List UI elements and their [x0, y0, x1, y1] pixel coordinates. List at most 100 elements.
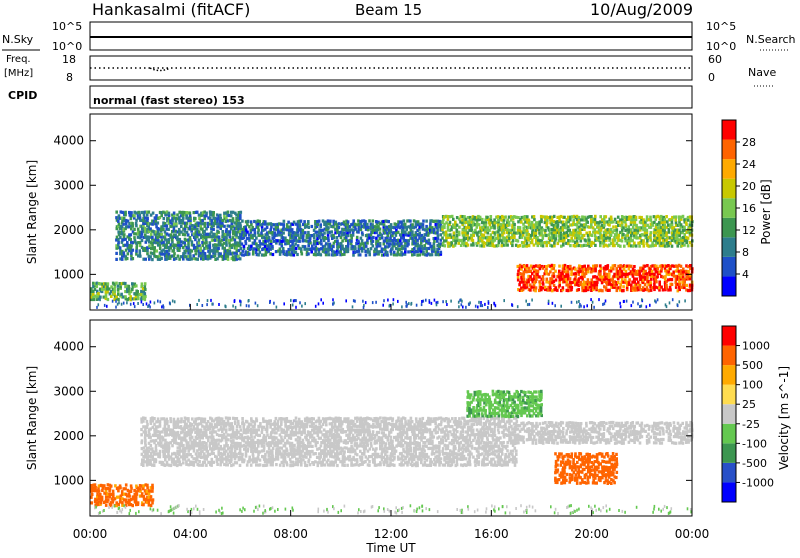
scatter-cell: [237, 420, 240, 423]
noise-cell: [255, 302, 257, 305]
colorbar-tick-label: 4: [742, 268, 749, 281]
scatter-cell: [667, 264, 670, 267]
scatter-cell: [586, 221, 589, 224]
scatter-cell: [155, 217, 158, 220]
scatter-cell: [94, 288, 97, 291]
noise-cell: [446, 303, 448, 306]
scatter-cell: [135, 495, 138, 498]
noise-cell: [425, 299, 427, 302]
scatter-cell: [637, 236, 640, 239]
scatter-cell: [189, 447, 192, 450]
scatter-cell: [553, 275, 556, 278]
scatter-cell: [151, 447, 154, 450]
scatter-cell: [601, 289, 604, 292]
scatter-cell: [591, 234, 594, 237]
scatter-cell: [504, 215, 507, 218]
scatter-cell: [535, 286, 538, 289]
scatter-cell: [506, 244, 509, 247]
scatter-cell: [257, 229, 260, 232]
scatter-cell: [240, 211, 243, 214]
scatter-cell: [180, 225, 183, 228]
scatter-cell: [513, 226, 516, 229]
scatter-cell: [588, 239, 591, 242]
noise-cell: [421, 300, 423, 303]
noise-cell: [202, 304, 204, 307]
scatter-cell: [336, 236, 339, 239]
scatter-cell: [298, 240, 301, 243]
scatter-cell: [144, 258, 147, 261]
scatter-cell: [359, 253, 362, 256]
scatter-cell: [364, 250, 367, 253]
scatter-cell: [660, 286, 663, 289]
scatter-cell: [181, 214, 184, 217]
scatter-cell: [323, 239, 326, 242]
scatter-cell: [619, 245, 622, 248]
scatter-cell: [441, 237, 444, 240]
noise-cell: [383, 299, 385, 302]
scatter-cell: [470, 218, 473, 221]
scatter-cell: [244, 436, 247, 439]
scatter-cell: [655, 280, 658, 283]
scatter-cell: [255, 450, 258, 453]
noise-cell: [423, 300, 425, 303]
scatter-cell: [264, 220, 267, 223]
noise-cell: [332, 302, 334, 305]
scatter-cell: [404, 244, 407, 247]
scatter-cell: [391, 247, 394, 250]
noise-cell: [637, 302, 639, 305]
scatter-cell: [275, 250, 278, 253]
scatter-cell: [246, 464, 249, 467]
scatter-cell: [361, 231, 364, 234]
scatter-cell: [551, 244, 554, 247]
y-tick-label: 3000: [53, 178, 84, 192]
scatter-cell: [490, 226, 493, 229]
scatter-cell: [146, 420, 149, 423]
scatter-cell: [646, 219, 649, 222]
cpid-panel: CPID normal (fast stereo) 153: [8, 86, 692, 108]
scatter-cell: [429, 223, 432, 226]
scatter-cell: [617, 281, 620, 284]
scatter-cell: [228, 417, 231, 420]
scatter-cell: [400, 242, 403, 245]
noise-cell: [431, 302, 433, 305]
scatter-cell: [558, 284, 561, 287]
scatter-cell: [136, 290, 139, 293]
scatter-cell: [153, 464, 156, 467]
noise-cell: [579, 305, 581, 308]
scatter-cell: [250, 220, 253, 223]
noise-cell: [458, 301, 460, 304]
scatter-cell: [227, 438, 230, 441]
scatter-cell: [526, 229, 529, 232]
scatter-cell: [456, 229, 459, 232]
scatter-cell: [490, 215, 493, 218]
scatter-cell: [151, 258, 154, 261]
scatter-cell: [252, 453, 255, 456]
scatter-cell: [449, 221, 452, 224]
scatter-cell: [545, 265, 548, 268]
scatter-cell: [594, 244, 597, 247]
noise-cell: [320, 298, 322, 301]
noise-cell: [480, 304, 482, 307]
scatter-cell: [140, 235, 143, 238]
scatter-cell: [585, 244, 588, 247]
noise-cell: [623, 300, 625, 303]
scatter-cell: [255, 417, 258, 420]
scatter-cell: [198, 241, 201, 244]
noise-cell: [99, 298, 101, 301]
scatter-cell: [617, 216, 620, 219]
scatter-cell: [403, 219, 406, 222]
scatter-cell: [497, 244, 500, 247]
scatter-cell: [143, 214, 146, 217]
scatter-cell: [350, 240, 353, 243]
scatter-cell: [236, 417, 239, 420]
noise-cell: [146, 302, 148, 305]
scatter-cell: [689, 264, 692, 267]
scatter-cell: [407, 243, 410, 246]
scatter-cell: [567, 289, 570, 292]
scatter-cell: [168, 212, 171, 215]
scatter-cell: [239, 257, 242, 260]
colorbar-segment: [722, 140, 736, 160]
scatter-cell: [247, 220, 250, 223]
scatter-cell: [553, 234, 556, 237]
